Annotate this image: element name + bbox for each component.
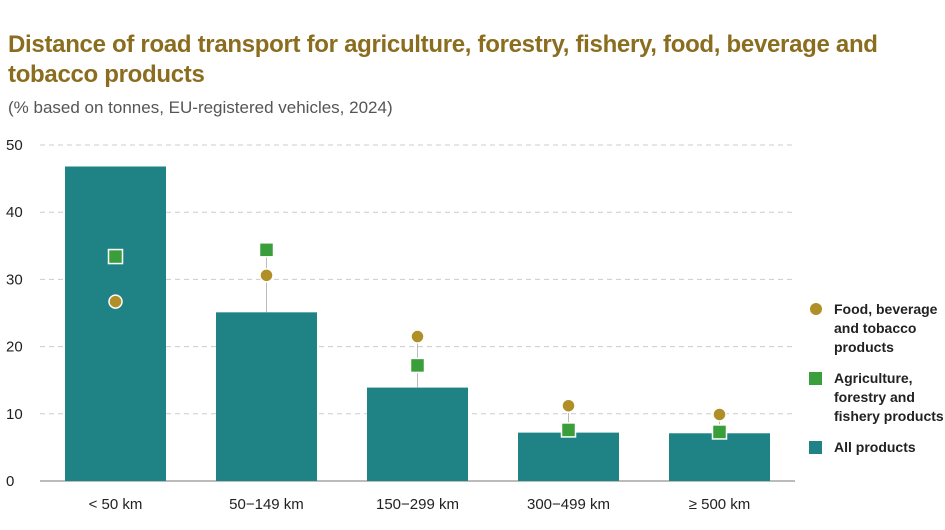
legend-item-food: Food, beverage and tobacco products [806, 300, 945, 357]
chart-subtitle: (% based on tonnes, EU-registered vehicl… [8, 98, 393, 117]
legend-item-agriculture: Agriculture, forestry and fishery produc… [806, 369, 945, 426]
y-tick-label: 30 [6, 271, 23, 288]
marker-food [259, 268, 274, 283]
y-tick-label: 40 [6, 204, 23, 221]
legend-swatch-agriculture [809, 372, 822, 385]
bar-all-products [65, 166, 166, 481]
marker-food [410, 329, 425, 344]
legend-item-all-products: All products [806, 438, 945, 457]
legend-swatch-all-products [809, 441, 822, 454]
bar-all-products [367, 387, 468, 481]
x-tick-label: 50−149 km [229, 496, 304, 513]
legend-label-agriculture: Agriculture, forestry and fishery produc… [834, 370, 944, 424]
marker-food [712, 407, 727, 422]
marker-agriculture [409, 357, 426, 374]
marker-food [108, 294, 123, 309]
bar-all-products [669, 433, 770, 481]
y-tick-label: 0 [6, 473, 14, 490]
marker-food [561, 398, 576, 413]
legend-label-all-products: All products [834, 439, 916, 455]
y-tick-label: 20 [6, 339, 23, 356]
y-tick-label: 50 [6, 137, 23, 154]
legend-label-food: Food, beverage and tobacco products [834, 301, 938, 355]
x-tick-label: 150−299 km [376, 496, 459, 513]
bar-all-products [216, 312, 317, 481]
marker-agriculture [560, 422, 577, 438]
y-tick-label: 10 [6, 406, 23, 423]
chart-title: Distance of road transport for agricultu… [8, 31, 878, 88]
x-tick-label: < 50 km [89, 496, 143, 513]
marker-agriculture [107, 248, 124, 265]
legend-swatch-food [810, 303, 822, 315]
marker-agriculture [258, 242, 275, 258]
bar-all-products [518, 432, 619, 481]
x-tick-label: ≥ 500 km [689, 496, 751, 513]
marker-agriculture [711, 424, 728, 440]
chart-legend: Food, beverage and tobacco products Agri… [806, 300, 945, 469]
x-tick-label: 300−499 km [527, 496, 610, 513]
